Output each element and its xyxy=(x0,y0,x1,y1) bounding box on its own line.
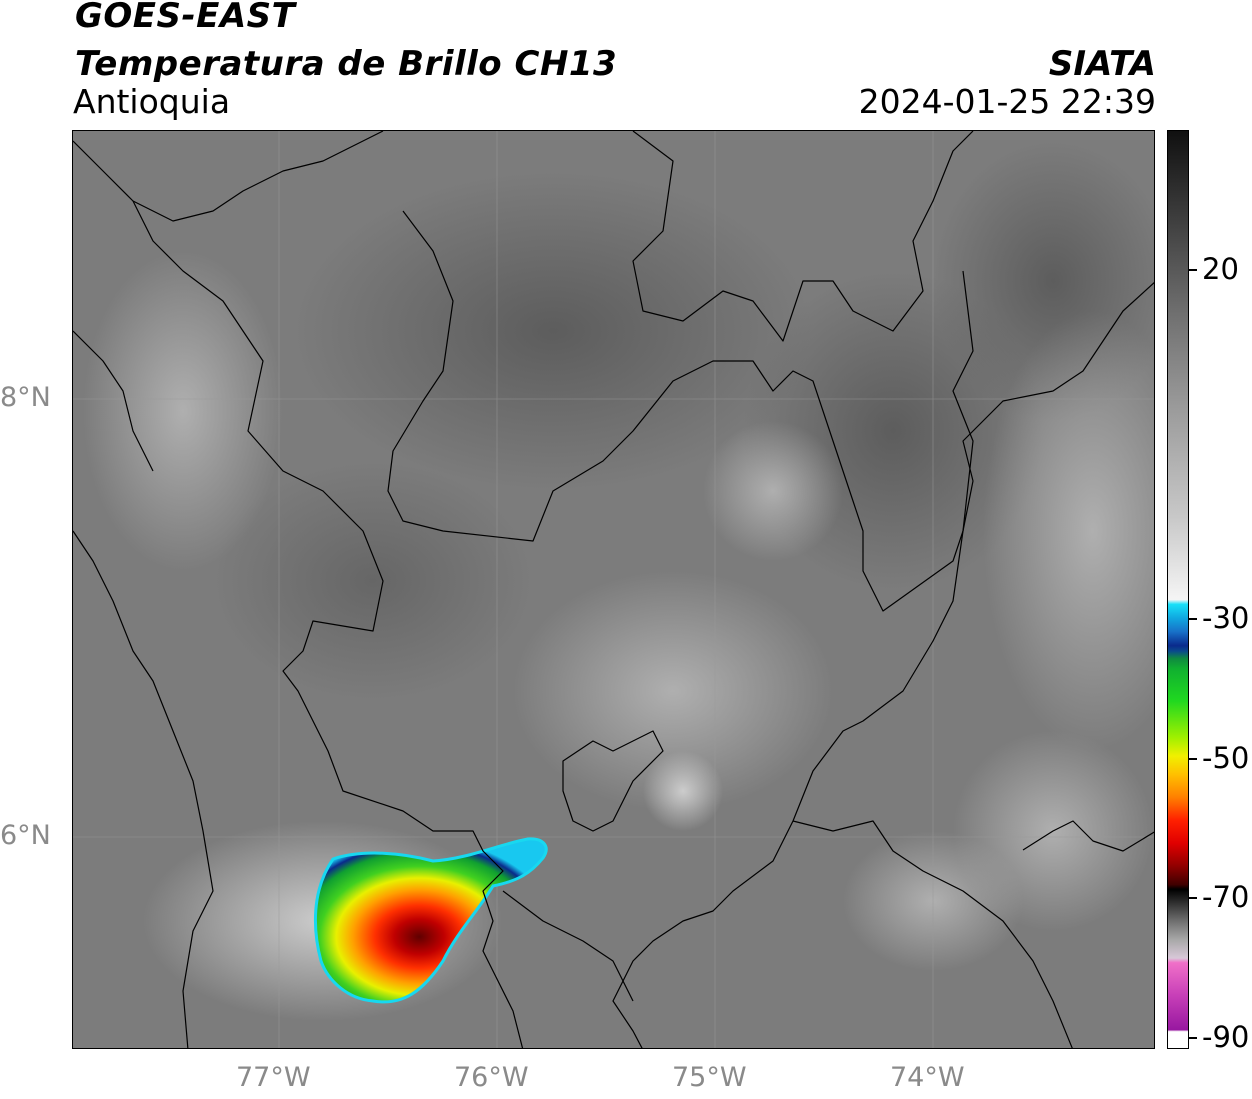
colorbar-tick-minus30 xyxy=(1189,618,1197,620)
colorbar-tick-minus50 xyxy=(1189,758,1197,760)
satellite-map xyxy=(72,130,1155,1049)
colorbar-tick-minus90 xyxy=(1189,1037,1197,1039)
colorbar-tick-20 xyxy=(1189,269,1197,271)
timestamp-label: 2024-01-25 22:39 xyxy=(858,82,1156,121)
subtitle-region: Antioquia xyxy=(73,82,231,121)
colorbar-label-minus70: -70 xyxy=(1202,880,1250,914)
lon-label-77w: 77°W xyxy=(236,1062,311,1093)
lon-label-75w: 75°W xyxy=(672,1062,747,1093)
lat-label-6n: 6°N xyxy=(0,820,51,851)
lat-label-8n: 8°N xyxy=(0,382,51,413)
colorbar xyxy=(1167,130,1189,1049)
colorbar-label-minus90: -90 xyxy=(1202,1020,1250,1054)
colorbar-label-minus50: -50 xyxy=(1202,741,1250,775)
title-product: Temperatura de Brillo CH13 xyxy=(75,44,618,84)
lon-label-76w: 76°W xyxy=(454,1062,529,1093)
title-satellite: GOES-EAST xyxy=(75,0,296,36)
brand-label: SIATA xyxy=(1048,44,1156,84)
colorbar-tick-minus70 xyxy=(1189,897,1197,899)
satellite-map-image xyxy=(73,131,1154,1048)
colorbar-gradient xyxy=(1168,131,1188,1048)
colorbar-label-20: 20 xyxy=(1202,252,1239,286)
colorbar-label-minus30: -30 xyxy=(1202,601,1250,635)
lon-label-74w: 74°W xyxy=(890,1062,965,1093)
